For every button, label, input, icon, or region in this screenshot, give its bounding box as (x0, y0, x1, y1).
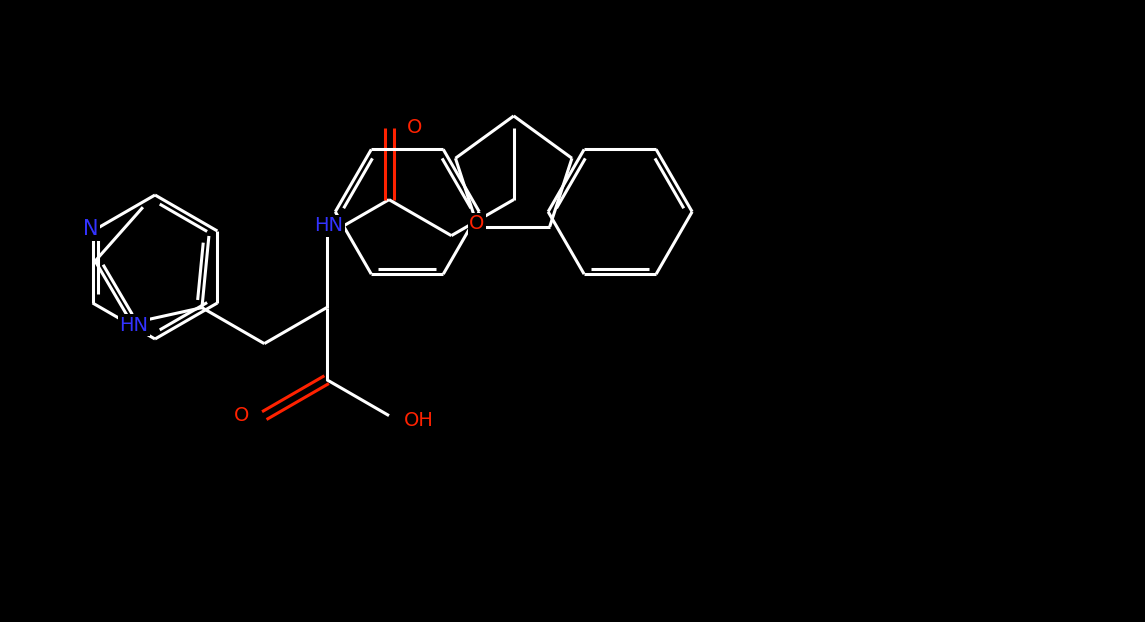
Text: N: N (82, 219, 98, 239)
Text: HN: HN (119, 315, 148, 335)
Text: O: O (406, 118, 423, 137)
Text: HN: HN (314, 216, 344, 235)
Text: O: O (234, 406, 250, 425)
Text: O: O (469, 214, 484, 233)
Text: OH: OH (404, 411, 434, 430)
